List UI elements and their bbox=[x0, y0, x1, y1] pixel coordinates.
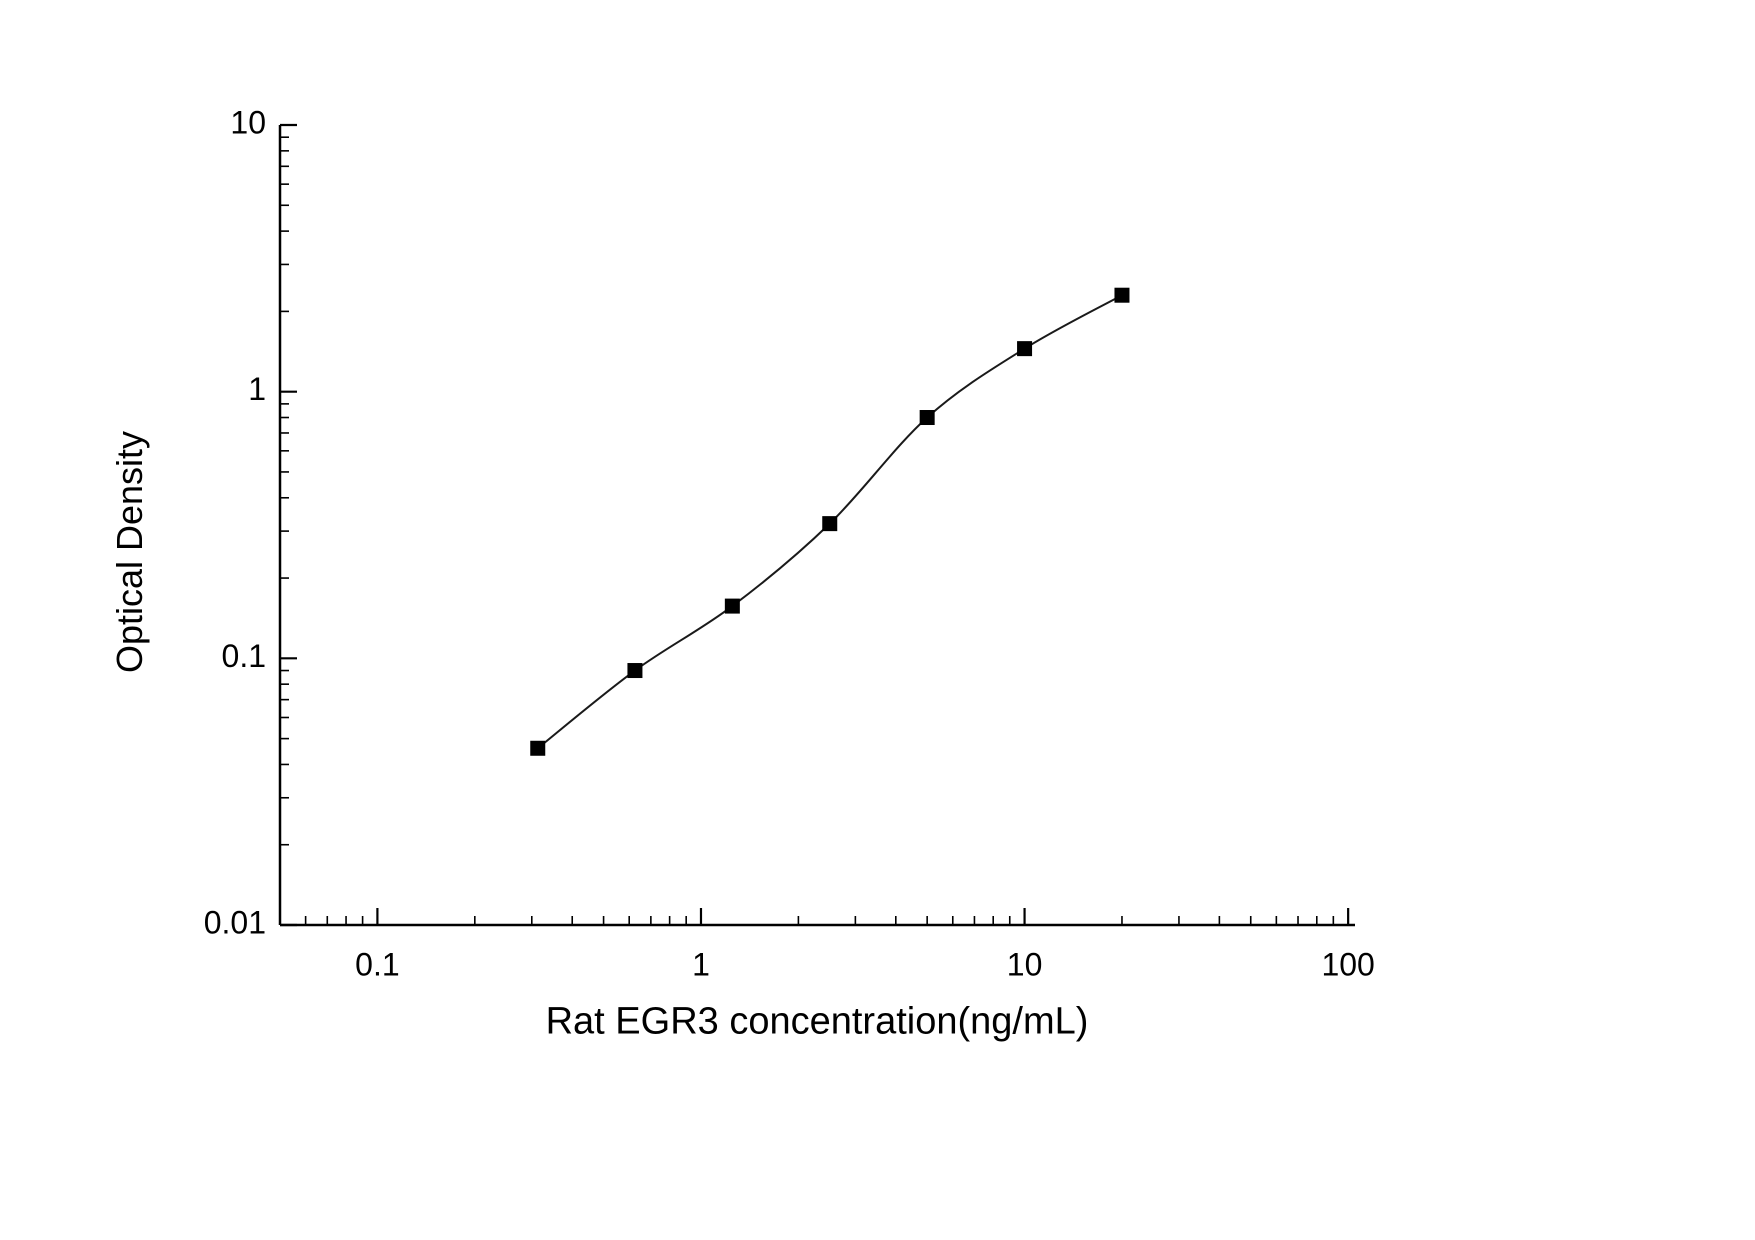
y-tick-label: 1 bbox=[248, 371, 266, 407]
y-tick-label: 0.1 bbox=[222, 638, 266, 674]
data-point-marker bbox=[919, 410, 935, 426]
x-axis-title: Rat EGR3 concentration(ng/mL) bbox=[545, 1000, 1089, 1043]
x-tick-label: 100 bbox=[1321, 946, 1374, 982]
y-tick-label: 0.01 bbox=[204, 904, 266, 940]
x-tick-label: 1 bbox=[692, 946, 710, 982]
y-axis-title: Optical Density bbox=[109, 430, 150, 674]
data-point-marker bbox=[627, 663, 643, 679]
data-point-marker bbox=[1114, 287, 1130, 303]
data-point-marker bbox=[724, 598, 740, 614]
x-tick-label: 10 bbox=[1007, 946, 1043, 982]
x-tick-label: 0.1 bbox=[355, 946, 399, 982]
data-point-marker bbox=[822, 516, 838, 532]
data-point-marker bbox=[1017, 341, 1033, 357]
data-point-marker bbox=[530, 740, 546, 756]
y-tick-label: 10 bbox=[230, 104, 266, 140]
